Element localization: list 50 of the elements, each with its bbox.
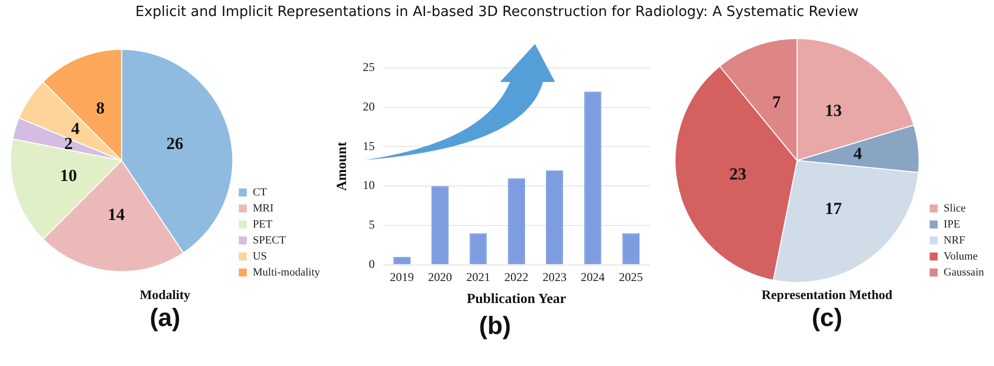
y-axis-title: Amount — [335, 142, 350, 191]
legend-label: IPE — [944, 218, 960, 230]
x-tick-label: 2024 — [580, 270, 605, 284]
y-tick-label: 10 — [362, 178, 375, 192]
data-label: 14 — [108, 205, 126, 224]
legend-label: Gaussain — [944, 266, 984, 278]
legend-label: US — [252, 250, 267, 262]
y-tick-label: 5 — [368, 218, 375, 232]
bar — [470, 233, 487, 264]
data-label: 8 — [96, 98, 105, 118]
data-label: 13 — [824, 100, 842, 120]
x-tick-label: 2020 — [428, 270, 452, 284]
bar — [431, 186, 449, 264]
y-tick-label: 20 — [362, 100, 375, 114]
data-label: 4 — [854, 144, 863, 163]
legend-label: Multi-modality — [252, 266, 320, 278]
legend-label: PET — [252, 218, 273, 230]
legend-label: Volume — [944, 250, 978, 262]
y-tick-label: 0 — [368, 256, 375, 271]
y-tick-label: 15 — [362, 138, 375, 153]
bar — [622, 233, 640, 264]
data-label: 23 — [729, 164, 746, 184]
x-tick-label: 2019 — [390, 270, 414, 284]
bar — [508, 178, 525, 264]
x-tick-label: 2023 — [542, 270, 567, 284]
text: (a) — [148, 304, 182, 333]
bar — [584, 92, 602, 264]
data-label: 26 — [166, 134, 184, 153]
text: (b) — [478, 312, 512, 341]
y-tick-label: 25 — [362, 60, 375, 74]
bar — [546, 170, 564, 264]
x-tick-label: 2022 — [504, 270, 528, 284]
data-label: 10 — [60, 166, 77, 186]
text: Representation Method — [760, 287, 894, 303]
legend-label: Slice — [944, 202, 966, 214]
x-tick-label: 2025 — [618, 270, 643, 284]
x-tick-label: 2021 — [466, 270, 490, 284]
data-label: 2 — [64, 134, 73, 153]
x-axis-title: Publication Year — [466, 292, 566, 308]
legend-label: SPECT — [252, 234, 286, 246]
text: (c) — [810, 304, 844, 333]
legend-label: MRI — [252, 202, 274, 214]
legend-label: CT — [252, 186, 268, 198]
text: Modality — [138, 287, 192, 303]
data-label: 17 — [824, 198, 842, 218]
bar — [393, 256, 410, 264]
data-label: 4 — [71, 119, 80, 138]
data-label: 7 — [772, 92, 782, 112]
legend-label: NRF — [944, 234, 966, 246]
text: Explicit and Implicit Representations in AI-based 3D Reconstruction for Radiology: A Systematic Review — [134, 4, 860, 20]
